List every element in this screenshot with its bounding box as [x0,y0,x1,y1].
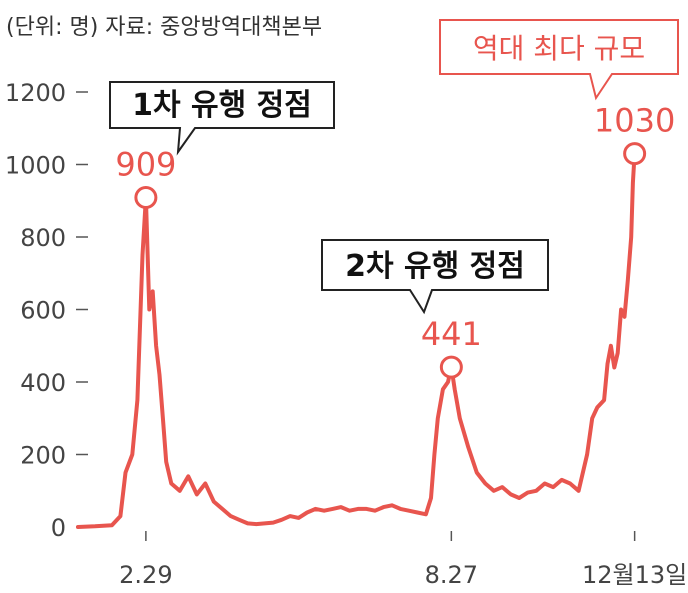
axis-group: 0 200 400 600 800 1000 1200 2.29 8.27 12월13일 [5,79,687,589]
peak-marker [623,142,647,166]
peak-value-label: 909 [115,145,176,183]
y-tick-label: 1200 [5,79,66,107]
callout-box [109,81,335,156]
x-tick-label: 8.27 [425,561,478,589]
callout-group: 909 1차 유행 정점 441 2차 유행 정점 1030 역대 최다 규모 [109,19,679,379]
y-tick-label: 400 [20,369,66,397]
peak-value-label: 441 [421,315,482,353]
peak-value-label: 1030 [594,102,675,140]
y-tick-label: 0 [51,514,66,542]
peak-marker [134,185,158,209]
y-tick-label: 800 [20,224,66,252]
y-tick-label: 1000 [5,152,66,180]
callout-label: 2차 유행 정점 [345,249,525,284]
y-tick-label: 200 [20,442,66,470]
callout-label: 1차 유행 정점 [132,88,312,123]
peak-marker [439,355,463,379]
y-tick-label: 600 [20,297,66,325]
callout-box [321,239,549,315]
callout-label: 역대 최다 규모 [473,32,645,65]
x-tick-label: 12월13일 [582,561,687,589]
series-group [76,151,637,529]
series-line [76,151,637,529]
x-tick-label: 2.29 [119,561,172,589]
unit-source-note: (단위: 명) 자료: 중앙방역대책본부 [6,15,322,40]
callout-box-highlight [439,19,679,101]
